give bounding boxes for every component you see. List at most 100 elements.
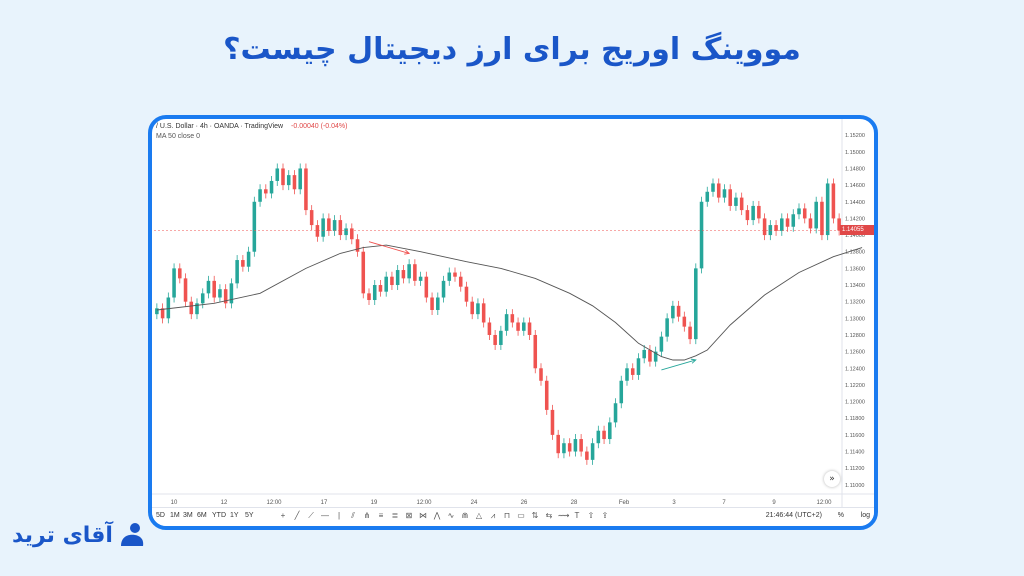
candle-body (327, 218, 331, 231)
triangle-pattern-icon[interactable]: △ (475, 511, 483, 520)
arrow-up-icon[interactable]: ⇧ (587, 511, 595, 520)
candle-body (166, 297, 171, 319)
candle-body (212, 280, 216, 298)
last-price-badge: 1.14055 (840, 225, 874, 236)
candle-body (533, 334, 538, 369)
cycle-lines-icon[interactable]: ⊓ (503, 511, 511, 520)
timeframe-ytd[interactable]: YTD (212, 512, 226, 519)
candle-body (516, 322, 520, 331)
candle-body (246, 251, 251, 267)
candle-body (321, 218, 325, 237)
y-tick-label: 1.11400 (845, 450, 864, 456)
x-tick-label: 3 (672, 500, 676, 506)
rectangle-icon[interactable]: ▭ (517, 511, 525, 520)
annotation-arrowhead (404, 249, 411, 255)
candle-body (252, 201, 257, 252)
fib-extension-icon[interactable]: ≣ (391, 511, 399, 520)
candle-body (241, 260, 245, 267)
candle-body (453, 272, 457, 277)
candle-body (539, 368, 543, 381)
candle-body (395, 270, 400, 286)
candle-body (470, 301, 474, 315)
candle-body (705, 191, 710, 202)
candlestick-chart[interactable]: 1.15200 1.15000 1.14800 1.14600 1.14400 1.142… (152, 119, 874, 526)
percent-toggle[interactable]: % (837, 512, 844, 519)
indicator-legend: MA 50 close 0 (156, 133, 200, 140)
timeframe-6m[interactable]: 6M (197, 512, 207, 519)
chart-frame[interactable]: 1.15200 1.15000 1.14800 1.14600 1.14400 1.142… (148, 115, 878, 530)
x-tick-label: Feb (619, 500, 630, 506)
moving-average-line (156, 244, 863, 361)
candle-body (510, 314, 515, 323)
elliott-wave-icon[interactable]: ∿ (447, 511, 455, 520)
ray-icon[interactable]: ⟋ (308, 511, 314, 520)
candle-body (630, 368, 635, 375)
x-tick-label: 19 (371, 500, 378, 506)
y-tick-label: 1.11800 (845, 416, 864, 422)
price-range-icon[interactable]: ⇅ (531, 511, 539, 520)
candle-body (602, 430, 606, 440)
timeframe-1m[interactable]: 1M (170, 512, 180, 519)
timeframe-5d[interactable]: 5D (156, 512, 165, 519)
candle-body (401, 270, 406, 279)
gann-box-icon[interactable]: ⊠ (405, 511, 413, 520)
candle-body (424, 276, 429, 298)
text-icon[interactable]: T (574, 511, 580, 520)
candle-body (172, 268, 176, 298)
candle-body (430, 297, 434, 310)
timeframe-5y[interactable]: 5Y (245, 512, 254, 519)
candle-body (281, 168, 285, 186)
candle-body (499, 330, 503, 345)
candle-body (504, 314, 509, 331)
date-range-icon[interactable]: ⇆ (545, 511, 553, 520)
candle-body (562, 443, 566, 454)
crosshair-icon[interactable]: + (280, 511, 286, 520)
candle-body (837, 218, 841, 231)
candle-body (544, 380, 549, 410)
y-tick-label: 1.13000 (845, 316, 865, 322)
y-tick-label: 1.13400 (845, 283, 865, 289)
timeframe-1y[interactable]: 1Y (230, 512, 239, 519)
candle-body (728, 189, 732, 206)
arrow-mark-icon[interactable]: ⇪ (601, 511, 609, 520)
candle-body (653, 351, 658, 362)
y-tick-label: 1.15200 (845, 133, 865, 139)
candle-body (590, 443, 595, 460)
x-tick-label: 12:00 (266, 500, 282, 506)
y-tick-label: 1.14600 (845, 183, 865, 189)
symbol-text: / U.S. Dollar · 4h · OANDA · TradingView (156, 123, 284, 130)
candle-body (642, 349, 646, 359)
candle-body (275, 168, 280, 181)
candle-body (476, 303, 480, 315)
scroll-to-realtime-button[interactable]: » (824, 471, 840, 487)
candle-body (797, 208, 801, 215)
y-tick-label: 1.14800 (845, 166, 865, 172)
pattern-icon[interactable]: ⋈ (419, 511, 427, 520)
forecast-icon[interactable]: ⟿ (558, 511, 570, 520)
horizontal-line-icon[interactable]: — (321, 511, 329, 520)
xabcd-icon[interactable]: ⋀ (433, 511, 441, 520)
vertical-line-icon[interactable]: | (337, 511, 341, 520)
candle-body (361, 251, 366, 294)
pitchfork-icon[interactable]: ⋔ (363, 511, 371, 520)
timeframe-3m[interactable]: 3M (183, 512, 193, 519)
candle-body (831, 183, 836, 219)
three-drives-icon[interactable]: ⩘ (490, 511, 496, 520)
candle-body (814, 201, 818, 229)
trend-line-icon[interactable]: ╱ (294, 511, 300, 520)
person-logo-icon (120, 523, 144, 546)
candle-body (688, 326, 692, 340)
candle-body (567, 443, 572, 452)
candle-body (751, 205, 755, 221)
parallel-channel-icon[interactable]: ⫽ (351, 511, 355, 520)
fib-retracement-icon[interactable]: ≡ (378, 511, 384, 520)
log-toggle[interactable]: log (860, 512, 870, 519)
change-text: -0.00040 (-0.04%) (291, 123, 348, 130)
candle-body (493, 334, 497, 345)
candle-body (229, 283, 234, 304)
candle-body (264, 189, 268, 194)
clock-text[interactable]: 21:46:44 (UTC+2) (765, 512, 822, 519)
candle-body (292, 175, 297, 190)
candle-body (682, 316, 687, 327)
head-shoulders-icon[interactable]: ⋒ (461, 511, 469, 520)
